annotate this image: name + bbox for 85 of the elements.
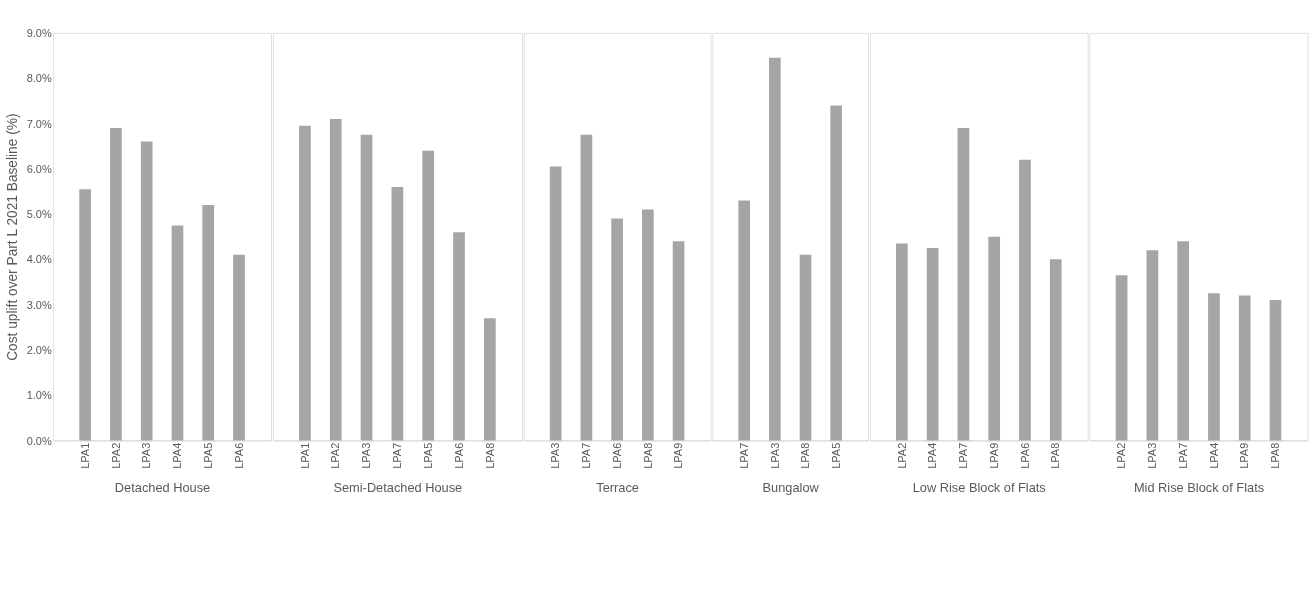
bar (672, 241, 685, 441)
y-tick-label: 3.0% (26, 298, 52, 311)
x-tick-label: LPA4 (171, 442, 184, 469)
x-tick-label: LPA6 (232, 442, 245, 469)
x-tick-label: LPA6 (610, 442, 623, 469)
x-tick-label: LPA2 (109, 442, 122, 469)
x-tick-label: LPA5 (421, 442, 434, 469)
bar (140, 141, 153, 441)
x-tick-label: LPA3 (549, 442, 562, 469)
x-tick-label: LPA9 (1238, 442, 1251, 469)
y-tick-label: 2.0% (26, 344, 52, 356)
x-axis-title: Mid Rise Block of Flats (1133, 479, 1265, 495)
x-tick-label: LPA4 (1207, 442, 1220, 469)
bar (299, 125, 311, 441)
x-tick-label: LPA8 (641, 442, 654, 469)
bar (233, 254, 245, 441)
bar (1208, 293, 1220, 441)
y-tick-label: 7.0% (26, 117, 52, 130)
x-tick-label: LPA3 (1146, 442, 1159, 469)
bar (202, 205, 215, 441)
bar (1146, 250, 1159, 441)
y-tick-label: 0.0% (26, 434, 52, 447)
bar (391, 186, 404, 441)
x-tick-label: LPA3 (360, 442, 373, 469)
bar (799, 254, 812, 441)
x-tick-label: LPA7 (391, 442, 404, 469)
bar (329, 118, 342, 441)
x-tick-label: LPA2 (895, 442, 908, 469)
y-tick-label: 9.0% (26, 27, 52, 40)
x-tick-label: LPA9 (672, 442, 685, 469)
bar (988, 236, 1001, 441)
x-axis-title: Low Rise Block of Flats (912, 479, 1046, 495)
x-tick-label: LPA6 (1018, 442, 1031, 469)
x-axis-title: Semi-Detached House (333, 479, 463, 495)
y-tick-label: 6.0% (26, 162, 52, 175)
bar (360, 134, 373, 441)
x-tick-label: LPA1 (298, 442, 311, 469)
bar (830, 105, 842, 441)
y-tick-label: 5.0% (26, 208, 52, 221)
x-tick-label: LPA2 (329, 442, 342, 469)
x-axis-title: Bungalow (762, 479, 820, 495)
x-axis-title: Terrace (596, 479, 639, 495)
x-tick-label: LPA2 (1115, 442, 1128, 469)
bar (580, 134, 593, 441)
bar (1019, 159, 1031, 441)
x-tick-label: LPA3 (768, 442, 781, 469)
x-tick-label: LPA7 (737, 442, 750, 469)
bar (1049, 259, 1062, 441)
bar (483, 318, 496, 441)
bar (110, 128, 122, 441)
x-tick-label: LPA8 (1269, 442, 1282, 469)
y-tick-label: 4.0% (26, 253, 52, 266)
x-tick-label: LPA7 (1176, 442, 1189, 469)
x-tick-label: LPA8 (799, 442, 812, 469)
y-tick-label: 1.0% (26, 389, 52, 402)
x-tick-label: LPA1 (78, 442, 91, 469)
bar (1238, 295, 1251, 441)
bar (171, 225, 184, 441)
x-axis-title: Detached House (114, 479, 211, 495)
bar (549, 166, 562, 441)
bar (453, 232, 465, 441)
bar (422, 150, 435, 441)
bar (1115, 275, 1128, 441)
bar (611, 218, 623, 441)
x-tick-label: LPA4 (926, 442, 939, 469)
x-tick-label: LPA9 (987, 442, 1000, 469)
bar (1177, 241, 1190, 441)
bar (896, 243, 908, 441)
bar (738, 200, 751, 441)
x-tick-label: LPA6 (452, 442, 465, 469)
bar (926, 248, 939, 441)
x-tick-label: LPA7 (957, 442, 970, 469)
x-tick-label: LPA7 (580, 442, 593, 469)
bar (642, 209, 654, 441)
x-tick-label: LPA8 (1049, 442, 1062, 469)
bar (79, 189, 91, 441)
bar (1269, 300, 1282, 441)
x-tick-label: LPA8 (483, 442, 496, 469)
y-tick-label: 8.0% (26, 72, 52, 85)
x-tick-label: LPA3 (140, 442, 153, 469)
y-axis-title: Cost uplift over Part L 2021 Baseline (%) (4, 113, 20, 361)
bar (957, 128, 970, 441)
x-tick-label: LPA5 (201, 442, 214, 469)
x-tick-label: LPA5 (829, 442, 842, 469)
bar (769, 57, 781, 441)
